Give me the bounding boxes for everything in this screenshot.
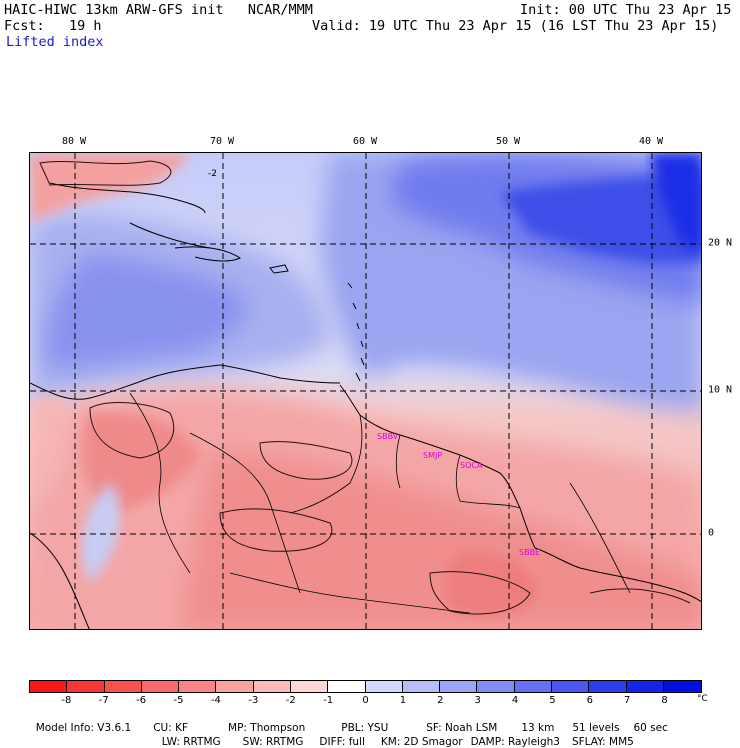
footer-damp: DAMP: Rayleigh3 — [470, 736, 560, 748]
station-sbbv: SBBV — [377, 432, 399, 441]
colorbar-tick-label: 4 — [511, 695, 519, 706]
colorbar-box — [551, 681, 590, 692]
colorbar-tick-label: 6 — [586, 695, 594, 706]
colorbar-unit: °C — [697, 694, 708, 704]
field-name: Lifted index — [6, 34, 104, 50]
colorbar-box — [477, 681, 515, 692]
footer-cu: CU: KF — [153, 722, 189, 734]
colorbar-box — [328, 681, 366, 692]
colorbar-box — [626, 681, 664, 692]
colorbar-box — [216, 681, 254, 692]
colorbar-tick-label: -8 — [61, 695, 72, 706]
colorbar-tick-label: -7 — [98, 695, 109, 706]
lon-label-80w: 80 W — [61, 136, 87, 147]
contour-label: -2 — [208, 169, 217, 179]
colorbar-box — [30, 681, 68, 692]
station-soca: SOCA — [460, 461, 483, 470]
lon-label-60w: 60 W — [352, 136, 378, 147]
colorbar-tick-label: 3 — [474, 695, 481, 706]
colorbar-box — [141, 681, 180, 692]
footer-model-info: Model Info: V3.6.1 — [35, 722, 132, 734]
colorbar-box — [290, 681, 329, 692]
colorbar-tick-label: -4 — [210, 695, 221, 706]
colorbar-tick-label: -5 — [173, 695, 184, 706]
model-title: HAIC-HIWC 13km ARW-GFS init NCAR/MMM — [4, 2, 313, 18]
footer-diff: DIFF: full — [319, 736, 365, 748]
station-smjp: SMJP — [423, 451, 443, 460]
colorbar-tick-label: 8 — [661, 695, 668, 706]
colorbar-tick-label: 1 — [399, 695, 407, 706]
lon-label-70w: 70 W — [209, 136, 235, 147]
lifted-index-map: -2 SBBV SMJP SOCA SBBE — [29, 152, 702, 630]
lat-label-20n: 20 N — [708, 237, 733, 249]
colorbar-tick-label: -6 — [136, 695, 147, 706]
valid-time: Valid: 19 UTC Thu 23 Apr 15 (16 LST Thu … — [312, 18, 719, 34]
stable-air-region — [30, 153, 701, 413]
footer-km: KM: 2D Smagor — [380, 736, 463, 748]
colorbar — [29, 680, 702, 693]
colorbar-tick-label: -1 — [323, 695, 334, 706]
footer-sw: SW: RRTMG — [242, 736, 304, 748]
station-sbbe: SBBE — [519, 548, 541, 557]
colorbar-tick-label: -3 — [248, 695, 259, 706]
footer-line-1: Model Info: V3.6.1 CU: KF MP: Thompson PBL:… — [29, 710, 668, 734]
footer-resolution: 13 km — [521, 722, 555, 734]
colorbar-tick-label: 7 — [624, 695, 631, 706]
colorbar-box — [67, 681, 105, 692]
colorbar-box — [514, 681, 552, 692]
colorbar-box — [104, 681, 142, 692]
li-contours — [39, 160, 691, 615]
footer-timestep: 60 sec — [633, 722, 668, 734]
forecast-hour: Fcst: 19 h — [4, 18, 102, 34]
colorbar-box — [365, 681, 403, 692]
colorbar-box — [253, 681, 291, 692]
footer-levels: 51 levels — [572, 722, 620, 734]
colorbar-box — [663, 681, 702, 692]
colorbar-tick-label: 0 — [362, 695, 369, 706]
colorbar-tick-label: 2 — [437, 695, 444, 706]
colorbar-box — [440, 681, 478, 692]
colorbar-tick-label: 5 — [549, 695, 556, 706]
lon-label-40w: 40 W — [638, 136, 664, 147]
footer-line-2: LW: RRTMG SW: RRTMG DIFF: full KM: 2D Smago… — [155, 724, 634, 748]
footer-sflay: SFLAY: MM5 — [571, 736, 634, 748]
colorbar-box — [402, 681, 441, 692]
footer-sf: SF: Noah LSM — [426, 722, 498, 734]
init-time: Init: 00 UTC Thu 23 Apr 15 — [520, 2, 732, 18]
footer-lw: LW: RRTMG — [161, 736, 221, 748]
colorbar-tick-label: -2 — [285, 695, 296, 706]
lon-label-50w: 50 W — [495, 136, 521, 147]
colorbar-box — [589, 681, 627, 692]
lat-label-0: 0 — [708, 527, 715, 539]
lat-label-10n: 10 N — [708, 384, 733, 396]
footer-mp: MP: Thompson — [228, 722, 306, 734]
latlon-grid — [30, 153, 701, 629]
map-canvas: -2 — [30, 153, 701, 629]
colorbar-box — [179, 681, 217, 692]
footer-pbl: PBL: YSU — [341, 722, 389, 734]
